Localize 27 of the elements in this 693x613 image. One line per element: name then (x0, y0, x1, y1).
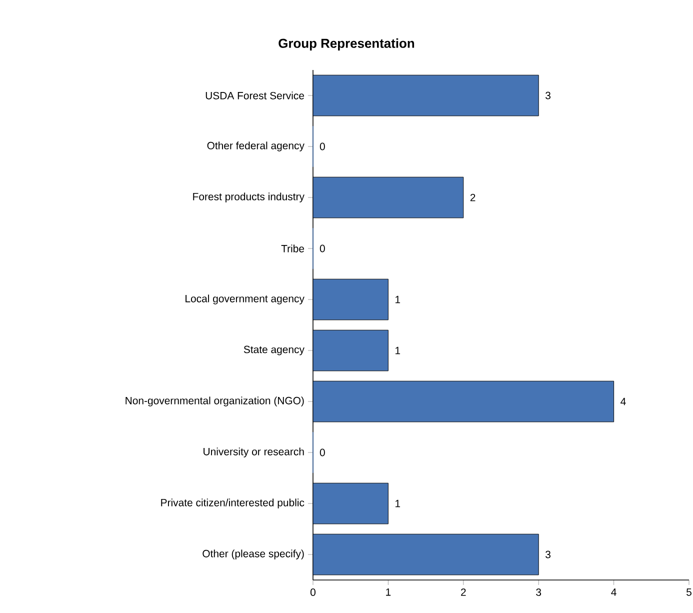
y-tick-label: University or research (204, 448, 304, 458)
y-tick-label: Local government agency (186, 294, 304, 304)
data-label: 0 (320, 448, 325, 456)
data-label: 4 (620, 398, 626, 406)
y-tick-label: Other federal agency (207, 142, 304, 152)
chart-title: Group Representation (278, 38, 414, 50)
x-tick-label: 3 (536, 588, 542, 596)
x-tick-label: 1 (386, 588, 391, 596)
data-label: 0 (320, 244, 325, 252)
y-tick-label: Non-governmental organization (NGO) (126, 396, 304, 406)
data-label: 0 (320, 142, 325, 150)
data-label: 1 (396, 500, 400, 508)
y-tick-label: Forest products industry (193, 192, 304, 202)
y-tick-label: Private citizen/interested public (161, 498, 304, 508)
x-tick-label: 0 (310, 588, 316, 596)
y-tick-label: State agency (244, 346, 304, 356)
x-tick-label: 4 (611, 588, 616, 596)
data-label: 3 (546, 550, 550, 558)
y-tick-label: Other (please specify) (202, 550, 304, 560)
data-label: 1 (396, 296, 400, 304)
data-label: 1 (396, 346, 400, 354)
x-tick-label: 2 (461, 588, 466, 596)
x-tick-label: 5 (686, 588, 692, 596)
data-label: 2 (470, 194, 476, 202)
y-tick-label: USDA Forest Service (206, 92, 304, 100)
data-label: 3 (546, 92, 550, 100)
y-tick-label: Tribe (281, 244, 304, 252)
